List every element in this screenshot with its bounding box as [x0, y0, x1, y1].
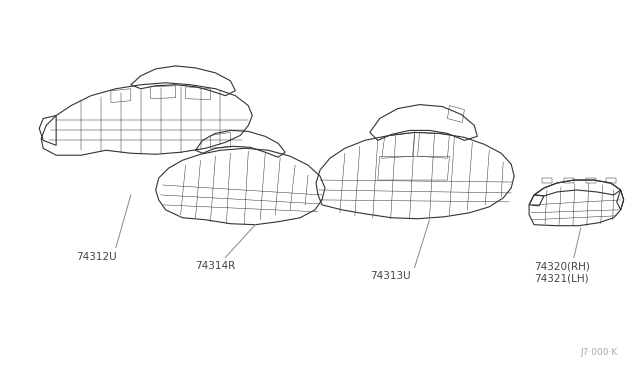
Text: 74320(RH)
74321(LH): 74320(RH) 74321(LH) — [534, 262, 590, 283]
Text: 74313U: 74313U — [370, 271, 410, 281]
Text: J7·000·K: J7·000·K — [580, 348, 618, 357]
Text: 74312U: 74312U — [76, 251, 116, 262]
Text: 74314R: 74314R — [196, 262, 236, 272]
